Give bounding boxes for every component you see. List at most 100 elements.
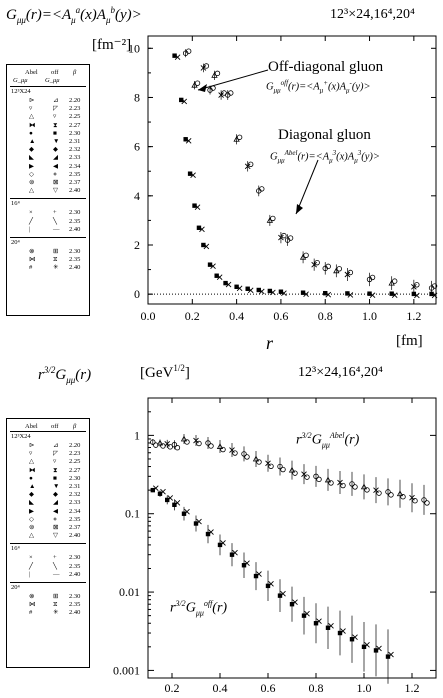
chart2-point-abel-dup <box>208 443 214 449</box>
legend-row: ╱ ╲ 2.35 <box>29 217 81 225</box>
legend-row: ◣ ◢ 2.33 <box>29 154 81 162</box>
chart2-point-abel <box>288 466 296 473</box>
legend-rule <box>10 198 86 200</box>
chart2-point-off-dup <box>256 571 262 577</box>
chart1-point-abel-dup <box>185 48 192 54</box>
chart2-point-abel-dup <box>244 454 250 460</box>
chart1-point-abel-dup <box>228 90 234 96</box>
chart2-point-off-dup <box>388 651 394 658</box>
chart1-arrowhead-abel <box>296 204 303 214</box>
chart1-xtick-label: 0.6 <box>273 309 288 323</box>
legend-row: ▶ ◀ 2.34 <box>29 507 81 515</box>
legend-rule <box>10 582 86 583</box>
legend-row: × +2.30 <box>29 554 81 562</box>
chart1-point-abel-dup <box>214 70 221 77</box>
chart1-annot-off-title: Off-diagonal gluon <box>268 59 384 75</box>
chart2-point-abel-dup <box>304 474 310 480</box>
chart2-point-abel <box>241 451 247 457</box>
chart2-point-off <box>181 511 187 516</box>
chart2-point-off-dup <box>292 599 298 606</box>
chart2-ytick-label: 0.001 <box>113 663 140 677</box>
chart2-point-off <box>193 521 199 526</box>
chart2-point-abel <box>252 455 260 462</box>
chart2-ytick-label: 0.1 <box>125 507 140 521</box>
chart2-point-off <box>253 573 259 579</box>
chart2-point-off-dup <box>174 499 181 506</box>
chart1-point-abel-dup <box>259 186 265 192</box>
chart1-point-abel <box>218 92 224 98</box>
chart2-point-off <box>373 648 379 653</box>
legend-header: Abel off β <box>25 69 77 76</box>
chart1-point-off-dup <box>225 281 232 288</box>
chart1-ytick-label: 0 <box>134 287 140 301</box>
chart1-point-abel <box>278 234 284 241</box>
chart2-point-off <box>289 602 295 607</box>
chart1-point-off <box>234 284 239 289</box>
chart1-point-abel <box>311 261 317 268</box>
legend-row: ◆ ◆ 2.32 <box>29 491 81 499</box>
legend-row: ╱ ╲ 2.35 <box>29 562 81 570</box>
legend-row: ⧓ ⧗ 2.27 <box>29 466 81 474</box>
chart2-point-abel-dup <box>292 470 298 476</box>
chart2-point-off-dup <box>167 495 174 501</box>
chart2-point-abel-dup <box>388 492 394 498</box>
chart2-frame <box>147 397 437 679</box>
legend-group-title: 16⁴ <box>11 545 20 553</box>
chart2-point-off-dup <box>160 488 166 495</box>
chart2-point-off-dup <box>244 560 250 567</box>
legend-group-title: 12³X24 <box>11 433 31 440</box>
chart1-point-off-dup <box>185 137 192 144</box>
legend-row: # ✳ 2.40 <box>29 609 81 617</box>
legend-row: ▿ ◸ 2.23 <box>29 450 81 458</box>
chart2-point-off <box>165 497 170 503</box>
chart2-lattice-label: 12³×24,16⁴,20⁴ <box>298 365 383 380</box>
chart1-ylabel: [fm⁻²] <box>92 37 132 53</box>
chart2-point-abel-dup <box>256 459 262 465</box>
chart1-point-off <box>187 171 193 176</box>
legend-row: ◆ ◆ 2.32 <box>29 146 81 154</box>
chart1-ytick-label: 8 <box>134 90 140 104</box>
chart2-point-abel <box>313 473 319 480</box>
legend-rule <box>10 543 86 545</box>
chart1-point-off-dup <box>216 274 223 281</box>
legend-row: ⊳ ⊿ 2.20 <box>29 97 81 104</box>
chart2-point-off <box>337 630 343 636</box>
chart2-point-off-dup <box>268 581 274 587</box>
chart1-point-off-dup <box>236 285 243 292</box>
chart2-point-abel-dup <box>424 500 430 506</box>
chart2-point-abel <box>156 439 164 446</box>
legend-row: ● ■ 2.30 <box>29 129 81 137</box>
chart1-arrow-off <box>197 69 269 91</box>
legend-row: | —2.40 <box>29 225 81 233</box>
chart1-point-off-dup <box>369 292 376 298</box>
chart1-point-abel-dup <box>431 283 438 289</box>
chart2-point-off <box>229 552 235 557</box>
legend-row: ⋈ ⧖ 2.35 <box>29 601 81 609</box>
chart1-point-abel-dup <box>369 274 376 281</box>
chart2-point-abel <box>373 487 379 493</box>
legend-row: ⊚ ⊠ 2.37 <box>29 179 81 186</box>
chart1-annot-abel-formula: GμμAbel(r)=<Aμ3(x)Aμ3(y)> <box>270 149 380 165</box>
chart1-point-off-dup <box>190 172 196 179</box>
chart1-point-off <box>256 287 261 293</box>
chart1-xtick-label: 0.0 <box>141 309 156 323</box>
chart1-xlabel: r <box>266 333 274 353</box>
legend-header: Abel off β <box>25 423 77 430</box>
chart2-point-abel-dup <box>376 490 382 496</box>
chart2-point-off-dup <box>208 529 214 535</box>
chart1-point-abel-dup <box>270 215 276 222</box>
chart2-point-abel-dup <box>196 440 202 447</box>
chart1-point-off <box>389 291 394 296</box>
chart1-point-off-dup <box>247 287 254 294</box>
legend-rule <box>10 86 86 87</box>
chart1-point-abel-dup <box>325 263 331 270</box>
chart2-point-off-dup <box>364 642 370 648</box>
legend-row: ▲ ▼ 2.31 <box>29 483 81 490</box>
chart2-ytick-label: 1 <box>134 428 140 442</box>
chart1-arrowhead-off <box>198 84 207 92</box>
chart1-point-abel-dup <box>281 232 287 239</box>
chart2-point-off <box>361 644 367 650</box>
chart1-point-off <box>223 280 228 286</box>
chart2-point-off-dup <box>220 540 226 546</box>
legend-subheader: G_μμ G_μμ <box>13 77 60 84</box>
